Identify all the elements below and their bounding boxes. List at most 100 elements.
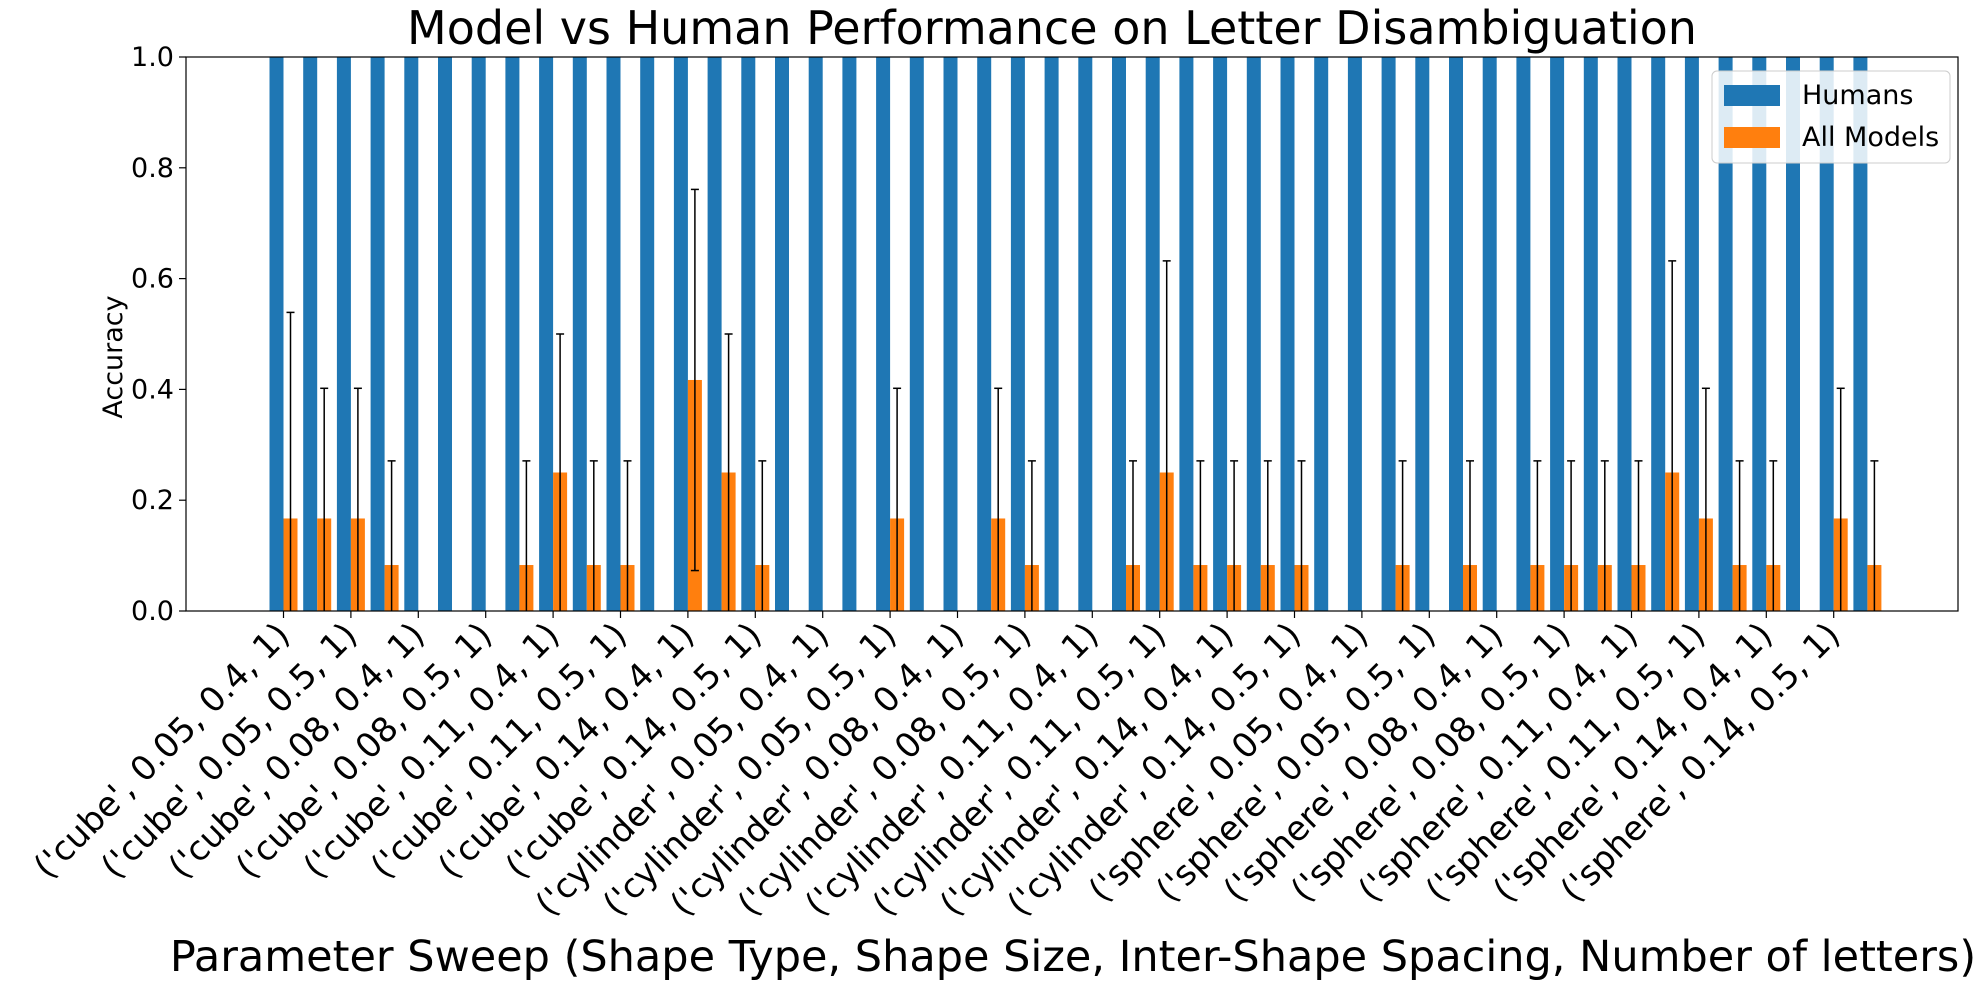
humans-bar: [1819, 57, 1834, 611]
model-error-bar: [589, 460, 598, 611]
humans-bar: [606, 57, 621, 611]
model-error-bar: [1230, 460, 1239, 611]
y-tick-label: 0.8: [131, 153, 174, 184]
legend-swatch: [1724, 127, 1780, 148]
humans-bar: [303, 57, 318, 611]
model-error-bar: [994, 387, 1003, 611]
model-error-bar: [1162, 260, 1171, 611]
model-error-bar: [1701, 387, 1710, 611]
model-error-bar: [1600, 460, 1609, 611]
humans-bar: [1786, 57, 1800, 611]
humans-bar: [741, 57, 756, 611]
y-tick-label: 0.6: [131, 264, 174, 295]
model-error-bar: [286, 311, 295, 611]
y-ticks: 0.0 0.2 0.4 0.6 0.8 1.0: [131, 42, 186, 627]
humans-bar: [1617, 57, 1632, 611]
model-error-bar: [1769, 460, 1778, 611]
model-error-bar: [1466, 460, 1474, 611]
model-error-bar: [1836, 387, 1845, 611]
humans-bar: [1583, 57, 1598, 611]
model-error-bar: [690, 188, 699, 572]
humans-bar: [775, 57, 789, 611]
humans-bar: [1684, 57, 1699, 611]
y-tick-label: 1.0: [131, 42, 174, 73]
humans-bar: [370, 57, 385, 611]
y-tick-label: 0.0: [131, 596, 174, 627]
humans-bar: [539, 57, 554, 611]
humans-bar: [1449, 57, 1463, 611]
humans-bar: [572, 57, 587, 611]
humans-bar: [1415, 57, 1430, 611]
y-axis-label: Accuracy: [98, 295, 129, 418]
humans-bar: [1752, 57, 1767, 611]
legend-label: Humans: [1802, 80, 1913, 111]
humans-bar: [1516, 57, 1531, 611]
model-error-bar: [1129, 460, 1137, 611]
humans-bar: [1044, 57, 1059, 611]
model-error-bar: [893, 387, 902, 611]
legend-label: All Models: [1802, 122, 1939, 153]
humans-bar: [977, 57, 992, 611]
humans-bar: [1347, 57, 1362, 611]
model-error-bar: [1735, 460, 1744, 611]
model-error-bar: [320, 387, 329, 611]
model-error-bar: [1870, 460, 1879, 611]
model-error-bar: [1027, 460, 1036, 611]
humans-bar: [943, 57, 958, 611]
model-error-bar: [1263, 460, 1272, 611]
humans-bar: [640, 57, 655, 611]
humans-bar: [1651, 57, 1666, 611]
humans-bar: [842, 57, 857, 611]
humans-bar: [673, 57, 688, 611]
model-error-bar: [522, 460, 531, 611]
plot-frame: [185, 56, 1959, 612]
humans-bar: [1314, 57, 1329, 611]
x-axis-label: Parameter Sweep (Shape Type, Shape Size,…: [170, 932, 1976, 982]
humans-bar: [1280, 57, 1295, 611]
legend: Humans All Models: [1711, 70, 1951, 164]
errorbars-layer: [286, 188, 1879, 611]
humans-bar: [1853, 57, 1868, 611]
model-error-bar: [1567, 460, 1576, 611]
humans-bar: [404, 57, 419, 611]
x-ticks: ('cube', 0.05, 0.4, 1)('cube', 0.05, 0.5…: [26, 611, 1848, 924]
humans-bar: [1550, 57, 1565, 611]
humans-bar: [909, 57, 924, 611]
humans-bar: [707, 57, 722, 611]
model-error-bar: [353, 387, 362, 611]
humans-bar: [438, 57, 452, 611]
legend-swatch: [1724, 85, 1780, 106]
axes-layer: [185, 56, 1959, 612]
model-error-bar: [556, 333, 565, 611]
humans-bar: [269, 57, 284, 611]
humans-bar: [1718, 57, 1733, 611]
chart-title: Model vs Human Performance on Letter Dis…: [407, 1, 1697, 55]
model-error-bar: [623, 460, 632, 611]
model-error-bar: [758, 460, 767, 611]
model-error-bar: [1533, 460, 1542, 611]
y-tick-label: 0.2: [131, 485, 174, 516]
model-error-bar: [1297, 460, 1306, 611]
humans-bar: [1381, 57, 1396, 611]
model-error-bar: [1196, 460, 1205, 611]
humans-bar: [1145, 57, 1160, 611]
humans-bar: [808, 57, 823, 611]
model-error-bar: [724, 333, 733, 611]
humans-bar: [1112, 57, 1126, 611]
humans-bar: [1078, 57, 1093, 611]
humans-bar: [1010, 57, 1025, 611]
humans-bar: [505, 57, 520, 611]
humans-bar: [1213, 57, 1228, 611]
model-error-bar: [1668, 260, 1677, 611]
humans-bar: [336, 57, 351, 611]
humans-bar: [1482, 57, 1497, 611]
humans-bar: [876, 57, 891, 611]
humans-bar: [471, 57, 486, 611]
model-error-bar: [1398, 460, 1407, 611]
model-error-bar: [387, 460, 396, 611]
model-error-bar: [1634, 460, 1643, 611]
bars-layer: [269, 57, 1882, 611]
humans-bar: [1179, 57, 1194, 611]
y-tick-label: 0.4: [131, 374, 174, 405]
